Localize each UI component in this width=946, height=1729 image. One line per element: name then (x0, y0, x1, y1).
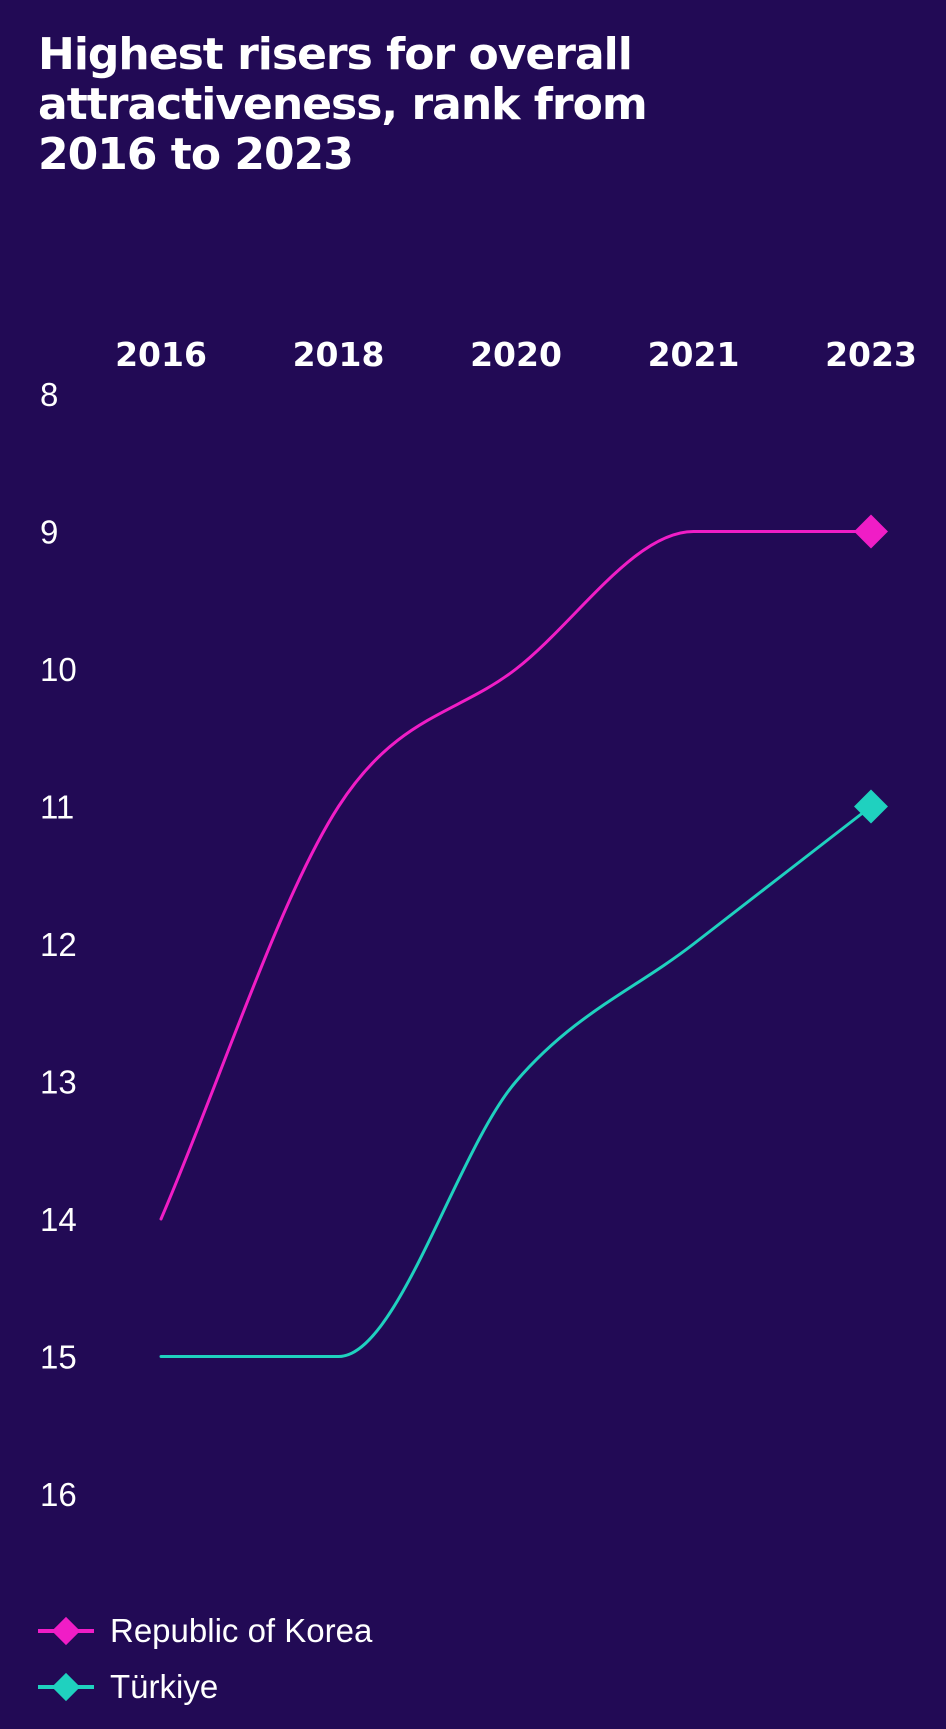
y-tick-label: 10 (40, 651, 77, 688)
chart-title: Highest risers for overall attractivenes… (38, 29, 648, 180)
y-tick-label: 8 (40, 376, 58, 413)
x-tick-label: 2023 (825, 335, 917, 374)
y-axis: 8 9 10 11 12 13 14 15 16 (40, 376, 77, 1513)
series-line (159, 805, 873, 1359)
series-layer (159, 514, 888, 1359)
series-line (159, 529, 873, 1221)
end-marker (854, 514, 888, 549)
x-tick-label: 2020 (470, 335, 562, 374)
data-point (159, 1217, 163, 1221)
data-point (514, 1080, 518, 1084)
y-tick-label: 11 (40, 789, 74, 826)
y-tick-label: 16 (40, 1476, 77, 1513)
y-tick-label: 13 (40, 1064, 77, 1101)
legend-item-korea: Republic of Korea (36, 1603, 372, 1659)
end-marker (854, 789, 888, 824)
data-point (514, 667, 518, 671)
y-tick-label: 12 (40, 926, 77, 963)
legend-item-turkiye: Türkiye (36, 1659, 372, 1715)
data-point (337, 805, 341, 809)
data-point (692, 530, 696, 534)
y-tick-label: 14 (40, 1201, 77, 1238)
legend-label-korea: Republic of Korea (110, 1612, 373, 1649)
y-tick-label: 9 (40, 514, 58, 551)
data-point (692, 942, 696, 946)
legend: Republic of Korea Türkiye (36, 1603, 372, 1715)
legend-label-turkiye: Türkiye (110, 1668, 219, 1705)
data-point (337, 1355, 341, 1359)
x-tick-label: 2016 (115, 335, 207, 374)
x-tick-label: 2021 (648, 335, 740, 374)
legend-key-korea-icon (38, 1616, 94, 1646)
data-point (159, 1355, 163, 1359)
x-axis: 2016 2018 2020 2021 2023 (115, 335, 917, 374)
x-tick-label: 2018 (293, 335, 385, 374)
y-tick-label: 15 (40, 1339, 77, 1376)
legend-key-turkiye-icon (38, 1672, 94, 1702)
